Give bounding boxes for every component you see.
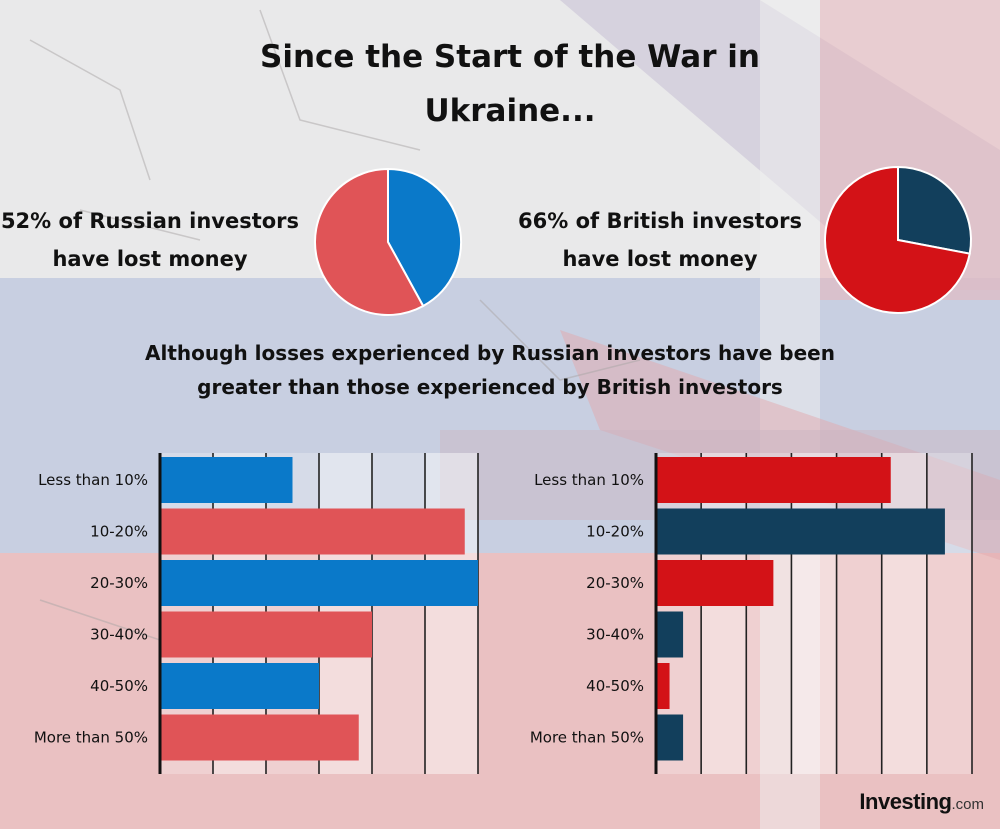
russia-category-label: Less than 10% bbox=[38, 471, 148, 489]
uk-pie-caption: 66% of British investors have lost money bbox=[518, 209, 802, 271]
russia-pie-slice-lost-money bbox=[314, 167, 425, 316]
russia-bar bbox=[160, 457, 293, 503]
russia-plot-band bbox=[425, 453, 478, 774]
investing-logo: Investing.com bbox=[859, 789, 984, 815]
uk-bar bbox=[656, 714, 684, 761]
chart-title: Since the Start of the War in Ukraine... bbox=[260, 39, 760, 129]
russia-bar bbox=[160, 611, 372, 658]
uk-plot-band bbox=[701, 453, 747, 774]
russia-bar bbox=[160, 508, 465, 555]
russia-plot-band bbox=[372, 453, 425, 774]
uk-plot-band bbox=[746, 453, 792, 774]
uk-plot-band bbox=[791, 453, 837, 774]
uk-plot-band bbox=[881, 453, 927, 774]
russia-pie-caption: 52% of Russian investors have lost money bbox=[0, 209, 300, 271]
uk-category-label: 20-30% bbox=[586, 574, 644, 592]
uk-bar bbox=[656, 508, 945, 555]
uk-category-label: 40-50% bbox=[586, 677, 644, 695]
russia-category-label: 30-40% bbox=[90, 626, 148, 644]
uk-category-label: 10-20% bbox=[586, 523, 644, 541]
chart-subtitle: Although losses experienced by Russian i… bbox=[145, 341, 835, 399]
uk-pie-chart bbox=[824, 165, 972, 314]
russia-bar bbox=[160, 714, 359, 761]
uk-bar bbox=[656, 560, 774, 606]
russia-category-label: More than 50% bbox=[34, 729, 148, 747]
russia-category-label: 20-30% bbox=[90, 574, 148, 592]
uk-category-label: Less than 10% bbox=[534, 471, 644, 489]
russia-bar-chart: Less than 10% 10-20% 20-30% 30-40% 40-50% Mor… bbox=[34, 453, 479, 774]
russia-category-label: 10-20% bbox=[90, 523, 148, 541]
uk-pie-slice-lost-money bbox=[824, 165, 971, 314]
russia-bar bbox=[160, 663, 319, 709]
russia-category-label: 40-50% bbox=[90, 677, 148, 695]
uk-category-label: More than 50% bbox=[530, 729, 644, 747]
uk-plot-band bbox=[926, 453, 972, 774]
russia-pie-slice-other bbox=[387, 167, 462, 308]
uk-category-label: 30-40% bbox=[586, 626, 644, 644]
logo-brand: Investing bbox=[859, 789, 952, 814]
uk-plot-band bbox=[836, 453, 882, 774]
uk-bar bbox=[656, 611, 684, 658]
uk-bar bbox=[656, 663, 670, 709]
logo-suffix: .com bbox=[951, 796, 984, 813]
russia-pie-chart bbox=[314, 167, 462, 316]
russia-bar bbox=[160, 560, 478, 606]
uk-pie-slice-other bbox=[897, 165, 972, 255]
uk-bar bbox=[656, 457, 891, 503]
uk-bar-chart: Less than 10% 10-20% 20-30% 30-40% 40-50% Mor… bbox=[530, 453, 973, 774]
